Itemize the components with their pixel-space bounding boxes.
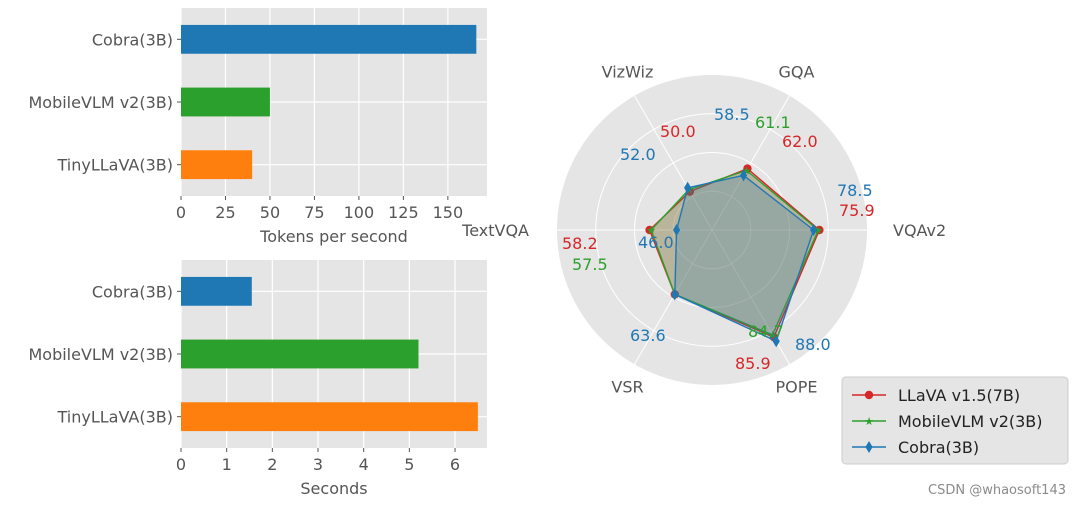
legend-label: LLaVA v1.5(7B) [898, 386, 1020, 405]
radar-axis-label: VQAv2 [893, 221, 946, 240]
x-tick-label: 50 [260, 203, 280, 222]
radar-axis-label: GQA [779, 63, 815, 82]
watermark: CSDN @whaosoft143 [928, 483, 1066, 498]
bar [181, 24, 477, 54]
radar-marker: ★ [646, 224, 656, 237]
radar-value-label: 61.1 [755, 113, 791, 132]
category-label: TinyLLaVA(3B) [57, 156, 173, 175]
radar-axis-label: POPE [776, 377, 818, 396]
x-tick-label: 0 [176, 203, 186, 222]
x-tick-label: 2 [267, 455, 277, 474]
radar-value-label: 78.5 [837, 181, 873, 200]
radar-marker [672, 224, 681, 236]
tokens-xlabel: Tokens per second [259, 227, 408, 246]
bar [181, 276, 252, 306]
radar-value-label: 62.0 [782, 132, 818, 151]
radar-marker: ★ [813, 224, 823, 237]
legend-box [841, 376, 1069, 465]
radar-spoke [711, 95, 790, 231]
legend-marker [865, 441, 873, 453]
radar-value-label: 58.2 [562, 234, 598, 253]
radar-value-label: 85.9 [735, 354, 771, 373]
bar [181, 339, 419, 369]
radar-marker [772, 335, 780, 348]
x-tick-label: 25 [215, 203, 235, 222]
bar [181, 402, 478, 432]
radar-legend: LLaVA v1.5(7B) ★ MobileVLM v2(3B) Cobra(3B) [841, 376, 1069, 465]
bar [181, 150, 253, 180]
radar-series-area [650, 169, 820, 336]
x-tick-label: 6 [450, 455, 460, 474]
tokens-per-second-chart: Cobra(3B) MobileVLM v2(3B) TinyLLaVA(3B) 0… [28, 8, 487, 246]
radar-value-label: 50.0 [660, 122, 696, 141]
radar-marker [684, 181, 692, 194]
radar-value-label: 58.5 [714, 105, 750, 124]
x-tick-label: 1 [222, 455, 232, 474]
legend-label: Cobra(3B) [898, 438, 979, 457]
legend-label: MobileVLM v2(3B) [898, 412, 1043, 431]
category-label: MobileVLM v2(3B) [28, 93, 173, 112]
radar-spoke [634, 95, 713, 231]
category-label: MobileVLM v2(3B) [28, 345, 173, 364]
radar-value-label: 57.5 [572, 255, 608, 274]
radar-axis-label: TextVQA [461, 221, 529, 240]
seconds-xlabel: Seconds [300, 479, 367, 498]
radar-value-label: 52.0 [620, 145, 656, 164]
radar-marker [671, 288, 679, 301]
radar-marker: ★ [741, 164, 751, 177]
radar-marker [739, 169, 748, 182]
radar-marker: ★ [768, 329, 778, 342]
benchmark-radar-chart: VQAv2GQAVizWizTextVQAVSRPOPE★★★★★★78.575… [461, 63, 946, 397]
legend-marker: ★ [864, 415, 874, 428]
radar-value-label: 88.0 [795, 335, 831, 354]
seconds-chart: Cobra(3B) MobileVLM v2(3B) TinyLLaVA(3B) 0… [28, 260, 487, 498]
x-tick-label: 75 [304, 203, 324, 222]
category-label: TinyLLaVA(3B) [57, 408, 173, 427]
x-tick-label: 125 [388, 203, 419, 222]
radar-marker [810, 224, 818, 236]
x-tick-label: 3 [313, 455, 323, 474]
category-label: Cobra(3B) [92, 282, 173, 301]
radar-value-label: 84.7 [748, 322, 784, 341]
x-tick-label: 100 [344, 203, 375, 222]
radar-axis-label: VSR [611, 377, 643, 396]
legend-marker [864, 390, 874, 400]
radar-value-label: 46.0 [638, 233, 674, 252]
category-label: Cobra(3B) [92, 30, 173, 49]
bar [181, 87, 270, 117]
radar-value-label: 63.6 [630, 326, 666, 345]
x-tick-label: 0 [176, 455, 186, 474]
radar-axis-label: VizWiz [602, 63, 654, 82]
x-tick-label: 4 [359, 455, 369, 474]
x-tick-label: 5 [404, 455, 414, 474]
radar-value-label: 75.9 [839, 201, 875, 220]
x-tick-label: 150 [433, 203, 464, 222]
